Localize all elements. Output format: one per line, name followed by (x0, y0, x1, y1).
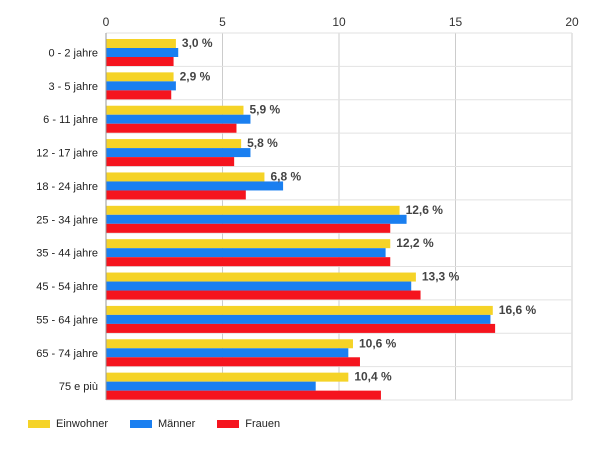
bar-frauen (106, 123, 237, 133)
bar-frauen (106, 390, 381, 400)
bar-einwohner (106, 72, 174, 82)
data-label: 16,6 % (499, 303, 537, 317)
legend-label: Einwohner (56, 418, 108, 430)
legend-swatch (28, 420, 50, 428)
bar-männer (106, 281, 412, 291)
bar-männer (106, 381, 316, 391)
bar-männer (106, 181, 284, 191)
bar-einwohner (106, 172, 265, 182)
category-label: 65 - 74 jahre (36, 348, 98, 360)
category-label: 3 - 5 jahre (48, 81, 98, 93)
bar-frauen (106, 157, 235, 167)
chart-legend: Einwohner Männer Frauen (28, 418, 280, 430)
data-label: 3,0 % (182, 36, 213, 50)
bar-männer (106, 81, 176, 91)
legend-item: Frauen (217, 418, 280, 430)
bar-frauen (106, 257, 391, 267)
bar-männer (106, 114, 251, 124)
data-label: 2,9 % (180, 69, 211, 83)
category-label: 18 - 24 jahre (36, 181, 98, 193)
bar-frauen (106, 323, 496, 333)
bar-männer (106, 248, 386, 258)
bar-frauen (106, 90, 172, 100)
data-label: 5,8 % (247, 136, 278, 150)
bar-einwohner (106, 105, 244, 115)
bar-einwohner (106, 139, 242, 149)
data-label: 12,2 % (396, 236, 434, 250)
bar-männer (106, 48, 179, 57)
legend-swatch (217, 420, 240, 428)
bar-einwohner (106, 205, 400, 215)
bar-einwohner (106, 239, 391, 249)
x-tick-label: 5 (219, 15, 226, 29)
x-tick-label: 0 (103, 15, 110, 29)
legend-item: Männer (129, 418, 196, 430)
category-label: 75 e più (59, 381, 98, 393)
legend-item: Einwohner (28, 418, 108, 430)
x-tick-label: 20 (565, 15, 579, 29)
category-label: 55 - 64 jahre (36, 314, 98, 326)
bar-frauen (106, 190, 246, 200)
data-label: 13,3 % (422, 270, 460, 284)
category-label: 0 - 2 jahre (48, 48, 98, 60)
bar-einwohner (106, 272, 416, 282)
x-tick-label: 10 (332, 15, 346, 29)
category-label: 35 - 44 jahre (36, 248, 98, 260)
bar-männer (106, 348, 349, 358)
legend-label: Frauen (245, 418, 281, 430)
category-label: 12 - 17 jahre (36, 148, 98, 160)
bar-männer (106, 148, 251, 158)
bar-einwohner (106, 372, 349, 382)
category-label: 45 - 54 jahre (36, 281, 98, 293)
category-label: 6 - 11 jahre (43, 114, 98, 126)
category-label: 25 - 34 jahre (36, 214, 98, 226)
legend-swatch (129, 420, 152, 428)
bar-einwohner (106, 39, 176, 48)
bar-männer (106, 314, 491, 324)
bar-frauen (106, 223, 391, 233)
data-label: 12,6 % (406, 203, 444, 217)
x-tick-label: 15 (449, 15, 463, 29)
data-label: 10,4 % (354, 370, 392, 384)
bar-frauen (106, 57, 174, 66)
bar-einwohner (106, 305, 493, 315)
bar-frauen (106, 290, 421, 300)
bar-einwohner (106, 339, 353, 349)
data-label: 10,6 % (359, 336, 397, 350)
data-label: 6,8 % (270, 169, 301, 183)
legend-label: Männer (157, 418, 196, 430)
bar-männer (106, 214, 407, 224)
data-label: 5,9 % (249, 103, 280, 117)
bar-frauen (106, 357, 360, 367)
